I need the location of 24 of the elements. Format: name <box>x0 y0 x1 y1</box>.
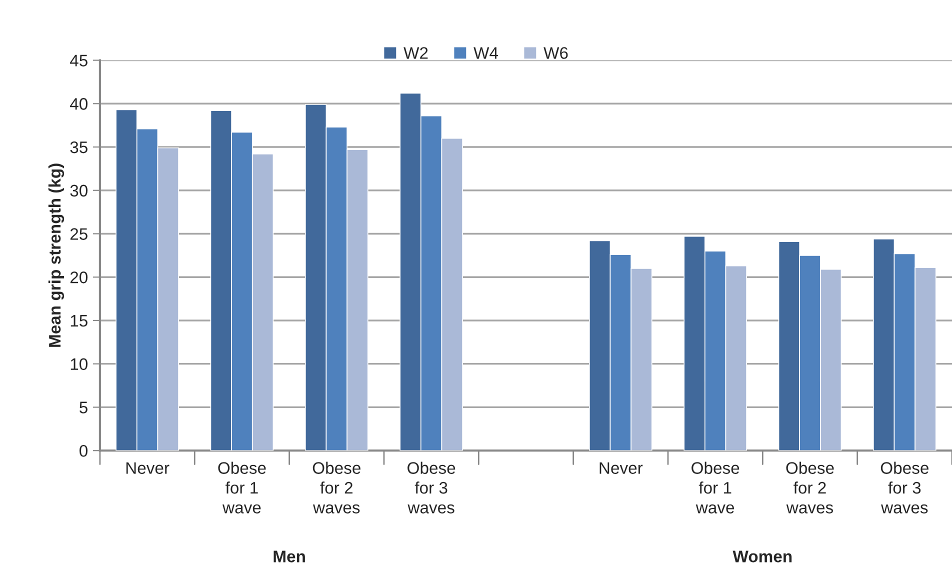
legend-label: W6 <box>544 47 568 59</box>
x-tick-label: Never <box>600 462 643 474</box>
x-tick-label: Obese for 3 waves <box>880 462 928 514</box>
y-tick-label: 40 <box>70 98 88 110</box>
x-tick-label: Obese for 1 wave <box>692 462 740 514</box>
y-tick-label: 30 <box>70 184 88 197</box>
y-tick-label: 25 <box>70 228 88 240</box>
x-tick-label: Obese for 2 waves <box>312 462 360 514</box>
y-tick-label: 15 <box>70 315 88 327</box>
legend-label: W2 <box>404 47 428 59</box>
y-tick-label: 35 <box>70 141 88 154</box>
text: Women <box>732 550 792 562</box>
y-tick-label: 20 <box>70 272 88 284</box>
x-tick-label: Obese for 1 wave <box>218 462 266 514</box>
y-tick-label: 10 <box>70 358 88 370</box>
x-tick-label: Obese for 3 waves <box>408 462 456 514</box>
y-tick-label: 5 <box>80 402 88 414</box>
y-axis-title: Mean grip strength (kg) <box>48 164 64 347</box>
y-tick-label: 45 <box>70 54 88 66</box>
legend-label: W4 <box>474 47 498 59</box>
x-tick-label: Obese for 2 waves <box>786 462 834 514</box>
y-tick-label: 0 <box>80 444 88 457</box>
text: Men <box>274 550 305 562</box>
x-tick-label: Never <box>126 462 170 474</box>
